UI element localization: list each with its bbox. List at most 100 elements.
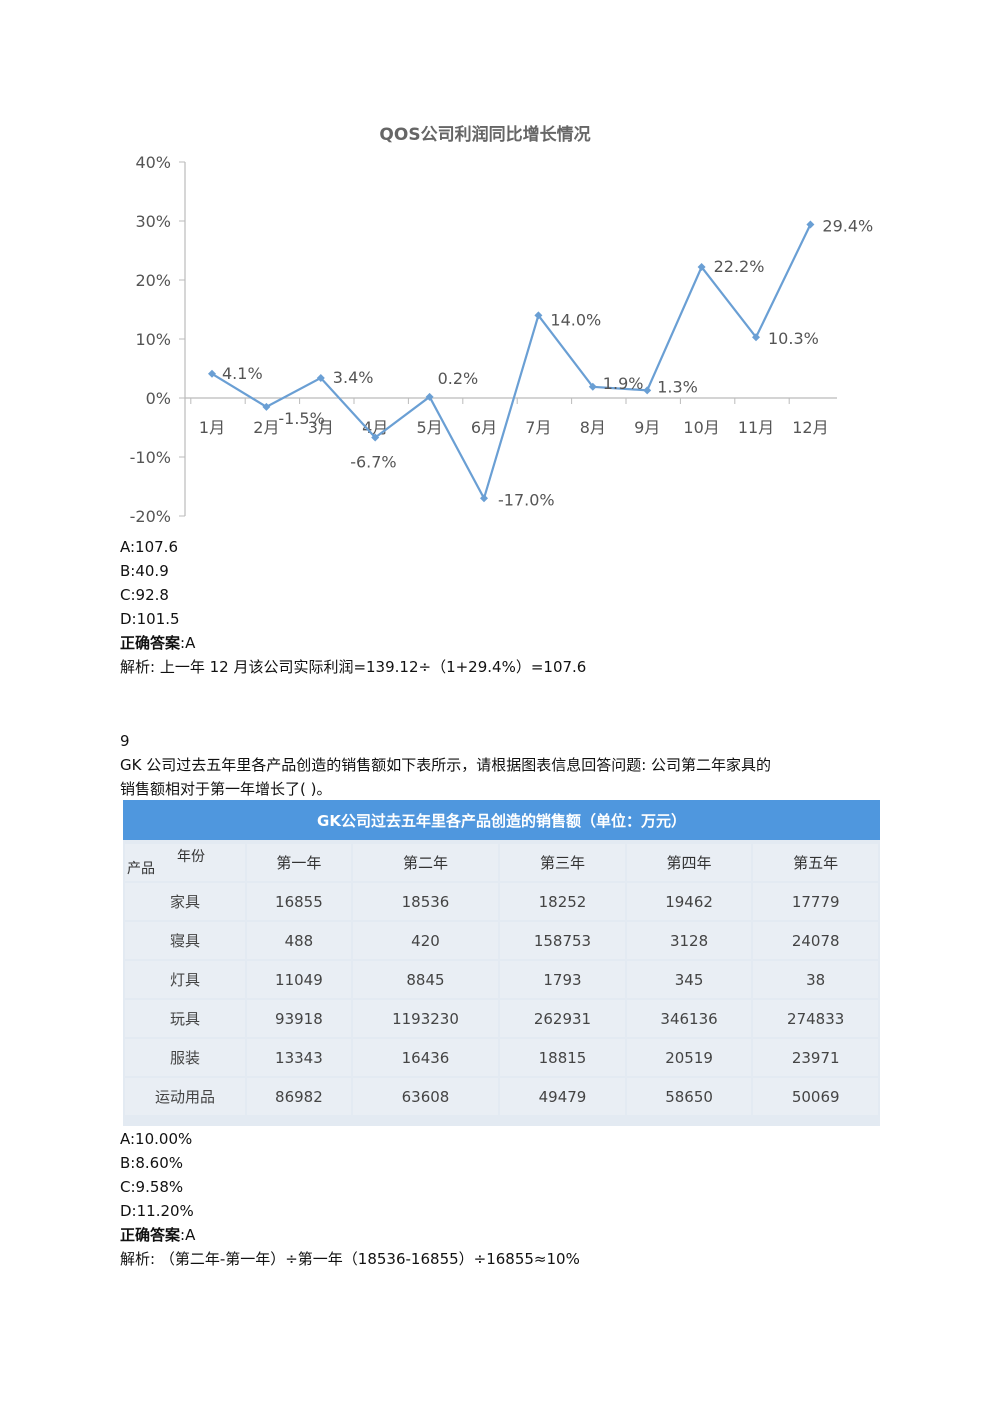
data-label: 22.2%: [714, 257, 765, 276]
q9-option-d: D:11.20%: [120, 1202, 194, 1220]
table-row: 家具 16855 18536 18252 19462 17779: [125, 883, 878, 920]
data-label: -17.0%: [498, 490, 555, 509]
col-header: 第五年: [753, 844, 878, 881]
q8-answer-value: :A: [180, 634, 196, 652]
table-cell: 488: [247, 922, 351, 959]
table-cell: 63608: [352, 1078, 499, 1115]
data-label: 0.2%: [438, 369, 479, 388]
data-point: [697, 263, 706, 272]
data-point: [806, 220, 815, 229]
sales-grid: 年份 产品 第一年 第二年 第三年 第四年 第五年 家具 16855 18536 18…: [123, 842, 880, 1117]
data-point: [371, 433, 380, 442]
table-cell: 50069: [753, 1078, 878, 1115]
profit-growth-chart: QOS公司利润同比增长情况 40% 30% 20% 10% 0% -10% -20% 1月 2月 3…: [115, 110, 885, 530]
data-label: 29.4%: [822, 217, 873, 236]
data-point: [588, 382, 597, 391]
x-tick-label: 5月: [417, 418, 443, 437]
q9-answer: 正确答案:A: [120, 1223, 195, 1247]
table-cell: 86982: [247, 1078, 351, 1115]
row-product-name: 家具: [125, 883, 245, 920]
data-point: [534, 311, 543, 320]
table-cell: 93918: [247, 1000, 351, 1037]
table-row: 服装 13343 16436 18815 20519 23971: [125, 1039, 878, 1076]
x-tick-label: 10月: [683, 418, 719, 437]
data-point: [643, 386, 652, 395]
col-header: 第二年: [352, 844, 499, 881]
y-tick-label: 40%: [135, 153, 171, 172]
row-product-name: 服装: [125, 1039, 245, 1076]
row-product-name: 运动用品: [125, 1078, 245, 1115]
x-tick-label: 11月: [738, 418, 774, 437]
table-row: 运动用品 86982 63608 49479 58650 50069: [125, 1078, 878, 1115]
table-cell: 158753: [500, 922, 625, 959]
x-tick-label: 9月: [634, 418, 660, 437]
q9-option-a: A:10.00%: [120, 1130, 193, 1148]
table-cell: 262931: [500, 1000, 625, 1037]
q9-answer-value: :A: [180, 1226, 196, 1244]
table-cell: 58650: [626, 1078, 752, 1115]
table-corner-cell: 年份 产品: [125, 844, 245, 881]
y-tick-label: 10%: [135, 330, 171, 349]
q8-analysis: 解析: 上一年 12 月该公司实际利润=139.12÷（1+29.4%）=107…: [120, 658, 587, 676]
table-cell: 8845: [352, 961, 499, 998]
y-tick-label: -10%: [130, 448, 171, 467]
q9-answer-label: 正确答案: [120, 1226, 181, 1244]
x-tick-label: 3月: [308, 418, 334, 437]
corner-year-label: 年份: [177, 849, 205, 865]
table-cell: 18252: [500, 883, 625, 920]
table-cell: 18536: [352, 883, 499, 920]
table-header-row: 年份 产品 第一年 第二年 第三年 第四年 第五年: [125, 844, 878, 881]
corner-product-label: 产品: [127, 861, 155, 877]
data-point: [425, 392, 434, 401]
data-point: [752, 333, 760, 342]
q8-option-d: D:101.5: [120, 610, 180, 628]
y-tick-label: -20%: [130, 507, 171, 526]
chart-title: QOS公司利润同比增长情况: [379, 124, 590, 145]
data-point: [208, 369, 216, 378]
sales-table: GK公司过去五年里各产品创造的销售额（单位：万元） 年份 产品 第一年 第二年 …: [123, 800, 880, 1126]
table-cell: 346136: [626, 1000, 752, 1037]
x-tick-label: 6月: [471, 418, 497, 437]
table-row: 玩具 93918 1193230 262931 346136 274833: [125, 1000, 878, 1037]
y-tick-label: 20%: [135, 271, 171, 290]
q9-analysis: 解析: （第二年-第一年）÷第一年（18536-16855）÷16855≈10%: [120, 1250, 580, 1268]
table-cell: 49479: [500, 1078, 625, 1115]
table-cell: 23971: [753, 1039, 878, 1076]
table-cell: 11049: [247, 961, 351, 998]
x-tick-label: 7月: [525, 418, 551, 437]
table-cell: 17779: [753, 883, 878, 920]
table-cell: 16436: [352, 1039, 499, 1076]
q9-option-b: B:8.60%: [120, 1154, 183, 1172]
y-tick-label: 30%: [135, 212, 171, 231]
table-cell: 16855: [247, 883, 351, 920]
data-point: [262, 402, 271, 411]
data-point: [480, 494, 488, 503]
table-row: 灯具 11049 8845 1793 345 38: [125, 961, 878, 998]
row-product-name: 寝具: [125, 922, 245, 959]
q8-option-c: C:92.8: [120, 586, 169, 604]
table-cell: 38: [753, 961, 878, 998]
q8-option-a: A:107.6: [120, 538, 178, 556]
table-cell: 3128: [626, 922, 752, 959]
table-cell: 18815: [500, 1039, 625, 1076]
table-cell: 274833: [753, 1000, 878, 1037]
data-label: -6.7%: [350, 453, 396, 472]
data-label: 3.4%: [333, 368, 374, 387]
data-point: [316, 373, 325, 382]
col-header: 第一年: [247, 844, 351, 881]
table-body: 家具 16855 18536 18252 19462 17779 寝具 488 420 15875…: [125, 883, 878, 1115]
data-label: 10.3%: [768, 329, 819, 348]
q8-option-b: B:40.9: [120, 562, 169, 580]
q9-question-line2: 销售额相对于第一年增长了( )。: [120, 780, 332, 798]
col-header: 第四年: [626, 844, 752, 881]
series-line: [211, 224, 812, 502]
q9-question-line1: GK 公司过去五年里各产品创造的销售额如下表所示，请根据图表信息回答问题: 公司…: [120, 756, 772, 774]
table-cell: 20519: [626, 1039, 752, 1076]
x-tick-label: 12月: [792, 418, 828, 437]
x-tick-label: 8月: [580, 418, 606, 437]
q8-answer-label: 正确答案: [120, 634, 181, 652]
x-tick-label: 1月: [199, 418, 225, 437]
data-label: 14.0%: [550, 310, 601, 329]
table-title: GK公司过去五年里各产品创造的销售额（单位：万元）: [123, 800, 880, 840]
data-label: -1.5%: [278, 409, 324, 428]
